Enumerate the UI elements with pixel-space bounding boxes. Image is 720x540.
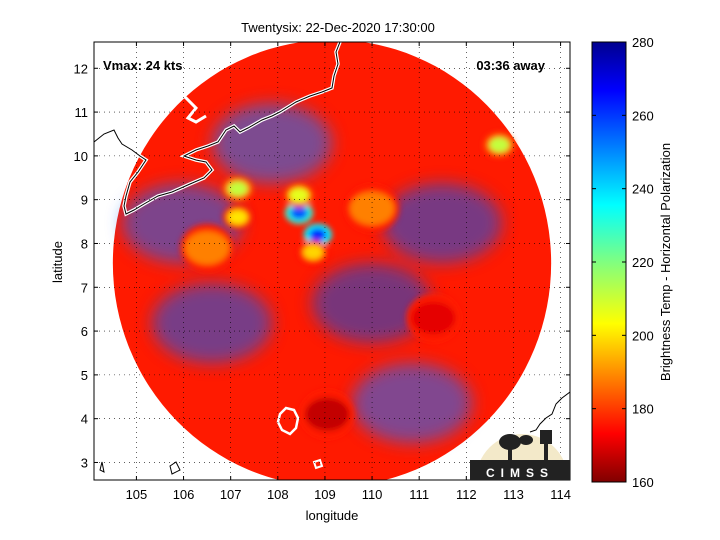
y-axis-label: latitude: [50, 241, 65, 283]
colorbar-ticks: 160 180 200 220 240 260 280: [592, 35, 654, 490]
x-tick-label: 107: [220, 487, 242, 502]
logo-band: [470, 460, 570, 480]
time-away-annotation: 03:36 away: [476, 58, 545, 73]
x-tick-label: 111: [409, 487, 429, 502]
colorbar-tick-label: 200: [632, 328, 654, 343]
coastline-layer: [94, 42, 570, 475]
coastline-borneo: [529, 391, 570, 433]
x-tick-label: 114: [550, 487, 571, 502]
y-tick-label: 7: [81, 280, 88, 295]
colorbar-tick-label: 260: [632, 108, 654, 123]
feature-core-1: [290, 206, 309, 220]
y-tick-label: 9: [81, 193, 88, 208]
cimss-logo: CIMSS: [470, 430, 570, 480]
feature-core-4: [227, 209, 248, 225]
y-tick-label: 12: [74, 61, 88, 76]
feature-core-6: [489, 137, 510, 153]
grid-layer: [94, 42, 570, 480]
x-tick-label: 108: [267, 487, 289, 502]
chart-title: Twentysix: 22-Dec-2020 17:30:00: [241, 20, 435, 35]
colorbar-tick-label: 240: [632, 182, 654, 197]
y-tick-label: 3: [81, 455, 88, 470]
coastline-north: [158, 42, 207, 124]
x-tick-label: 113: [503, 487, 524, 502]
feature-core-9: [185, 231, 230, 265]
coastline-mainland-outline: [94, 42, 341, 215]
colorbar-label: Brightness Temp - Horizontal Polarizatio…: [658, 143, 673, 381]
plot-frame: [93, 41, 571, 481]
colorbar: [591, 41, 627, 483]
x-axis-label: longitude: [306, 508, 359, 523]
y-tick-label: 5: [81, 368, 88, 383]
vmax-annotation: Vmax: 24 kts: [103, 58, 183, 73]
feature-core-2: [289, 187, 310, 203]
x-tick-label: 110: [362, 487, 383, 502]
feature-core-10: [411, 301, 456, 335]
logo-tower-icon: [540, 430, 552, 444]
x-tick-label: 112: [456, 487, 477, 502]
plot-content: [94, 42, 570, 480]
y-tick-label: 4: [81, 412, 88, 427]
feature-core-8: [305, 397, 350, 431]
colorbar-tick-label: 180: [632, 402, 654, 417]
island-south: [276, 406, 300, 436]
y-tick-label: 11: [75, 105, 89, 120]
logo-text: CIMSS: [486, 466, 554, 480]
feature-core-7: [350, 191, 395, 225]
island-small: [312, 458, 324, 470]
y-tick-label: 8: [81, 236, 88, 251]
feature-core-0: [308, 227, 327, 242]
logo-dish-icon: [499, 434, 521, 450]
feature-core-5: [303, 244, 324, 260]
colorbar-tick-label: 220: [632, 255, 654, 270]
coastline-west: [99, 461, 105, 473]
x-tick-label: 106: [173, 487, 195, 502]
feature-layer: [180, 132, 515, 439]
feature-core-3: [227, 181, 248, 197]
colorbar-tick-label: 160: [632, 475, 654, 490]
axis-layer: 105 106 107 108 109 110 111 112 113 114 3 4 5 6 7 8 9 10 1…: [74, 42, 571, 502]
x-tick-label: 109: [314, 487, 336, 502]
y-tick-label: 6: [81, 324, 88, 339]
x-tick-label: 105: [126, 487, 148, 502]
swath-layer: [112, 42, 552, 480]
colorbar-tick-label: 280: [632, 35, 654, 50]
coastline-malaysia: [169, 461, 181, 475]
y-tick-label: 10: [74, 149, 88, 164]
